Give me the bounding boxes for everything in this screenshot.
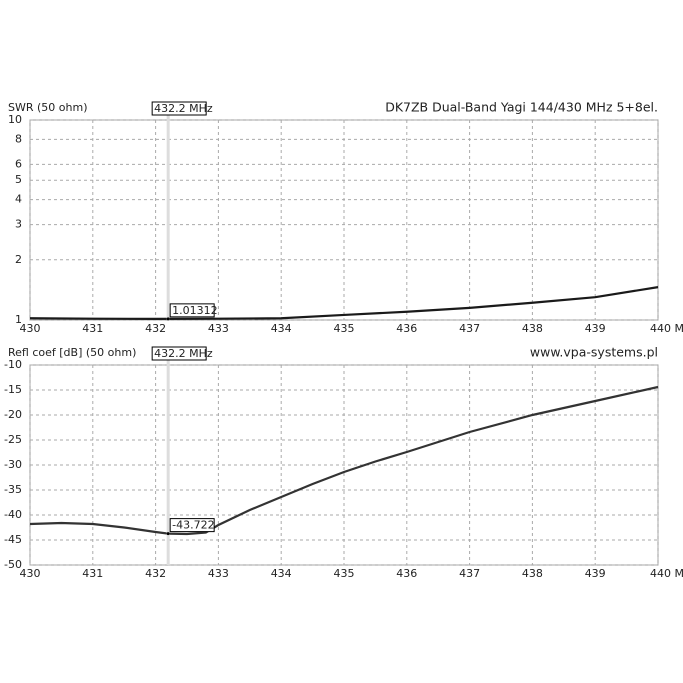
x-tick-label: 433 <box>208 567 229 580</box>
y-tick-label: -30 <box>4 458 22 471</box>
marker-point <box>166 317 170 321</box>
marker-value: -43.722 <box>172 519 214 532</box>
y-tick-label: 5 <box>15 173 22 186</box>
x-tick-label: 440 MH <box>650 322 683 335</box>
y-tick-label: 6 <box>15 157 22 170</box>
x-tick-label: 440 MH <box>650 567 683 580</box>
x-tick-label: 437 <box>459 322 480 335</box>
y-tick-label: -45 <box>4 533 22 546</box>
marker-label: 432.2 MHz <box>154 347 213 360</box>
y-tick-label: -20 <box>4 408 22 421</box>
y-tick-label: 1 <box>15 313 22 326</box>
marker-value: 1.01312 <box>172 304 218 317</box>
marker-label-box <box>151 101 207 116</box>
y-tick-label: -35 <box>4 483 22 496</box>
x-tick-label: 431 <box>82 567 103 580</box>
y-tick-label: -15 <box>4 383 22 396</box>
x-tick-label: 434 <box>271 322 292 335</box>
x-tick-label: 438 <box>522 322 543 335</box>
x-tick-label: 431 <box>82 322 103 335</box>
x-tick-label: 436 <box>396 567 417 580</box>
y-axis-label: Refl coef [dB] (50 ohm) <box>8 346 136 359</box>
x-tick-label: 434 <box>271 567 292 580</box>
x-tick-label: 432 <box>145 322 166 335</box>
marker-label: 432.2 MHz <box>154 102 213 115</box>
x-tick-label: 439 <box>585 567 606 580</box>
x-tick-label: 437 <box>459 567 480 580</box>
data-line <box>29 385 659 536</box>
x-tick-label: 430 <box>20 567 41 580</box>
marker-point <box>166 532 170 536</box>
y-tick-label: 3 <box>15 218 22 231</box>
y-tick-label: -25 <box>4 433 22 446</box>
y-tick-label: -40 <box>4 508 22 521</box>
marker-value-box <box>169 518 215 533</box>
y-tick-label: 4 <box>15 193 22 206</box>
x-tick-label: 435 <box>334 567 355 580</box>
y-tick-label: 8 <box>15 132 22 145</box>
y-tick-label: -50 <box>4 558 22 571</box>
y-tick-label: 2 <box>15 253 22 266</box>
chart-title: DK7ZB Dual-Band Yagi 144/430 MHz 5+8el. <box>385 100 658 115</box>
x-tick-label: 438 <box>522 567 543 580</box>
y-tick-label: -10 <box>4 358 22 371</box>
marker-label-box <box>151 346 207 361</box>
y-axis-label: SWR (50 ohm) <box>8 101 88 114</box>
plot-area <box>29 119 659 321</box>
x-tick-label: 430 <box>20 322 41 335</box>
data-line <box>29 286 659 320</box>
x-tick-label: 435 <box>334 322 355 335</box>
y-tick-label: 10 <box>8 113 22 126</box>
x-tick-label: 433 <box>208 322 229 335</box>
marker-value-box <box>169 303 215 318</box>
x-tick-label: 439 <box>585 322 606 335</box>
chart-title: www.vpa-systems.pl <box>530 345 658 360</box>
x-tick-label: 436 <box>396 322 417 335</box>
x-tick-label: 432 <box>145 567 166 580</box>
